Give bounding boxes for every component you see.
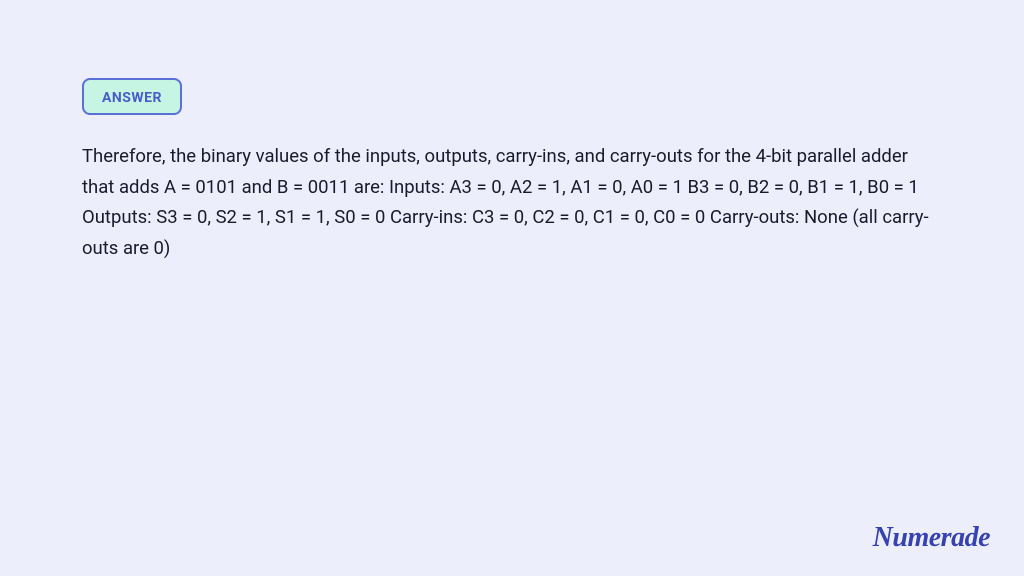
answer-text: Therefore, the binary values of the inpu…	[82, 141, 942, 263]
answer-badge: ANSWER	[82, 78, 182, 115]
content-wrapper: ANSWER Therefore, the binary values of t…	[0, 0, 1024, 263]
answer-badge-label: ANSWER	[102, 90, 162, 106]
brand-logo: Numerade	[873, 522, 990, 554]
